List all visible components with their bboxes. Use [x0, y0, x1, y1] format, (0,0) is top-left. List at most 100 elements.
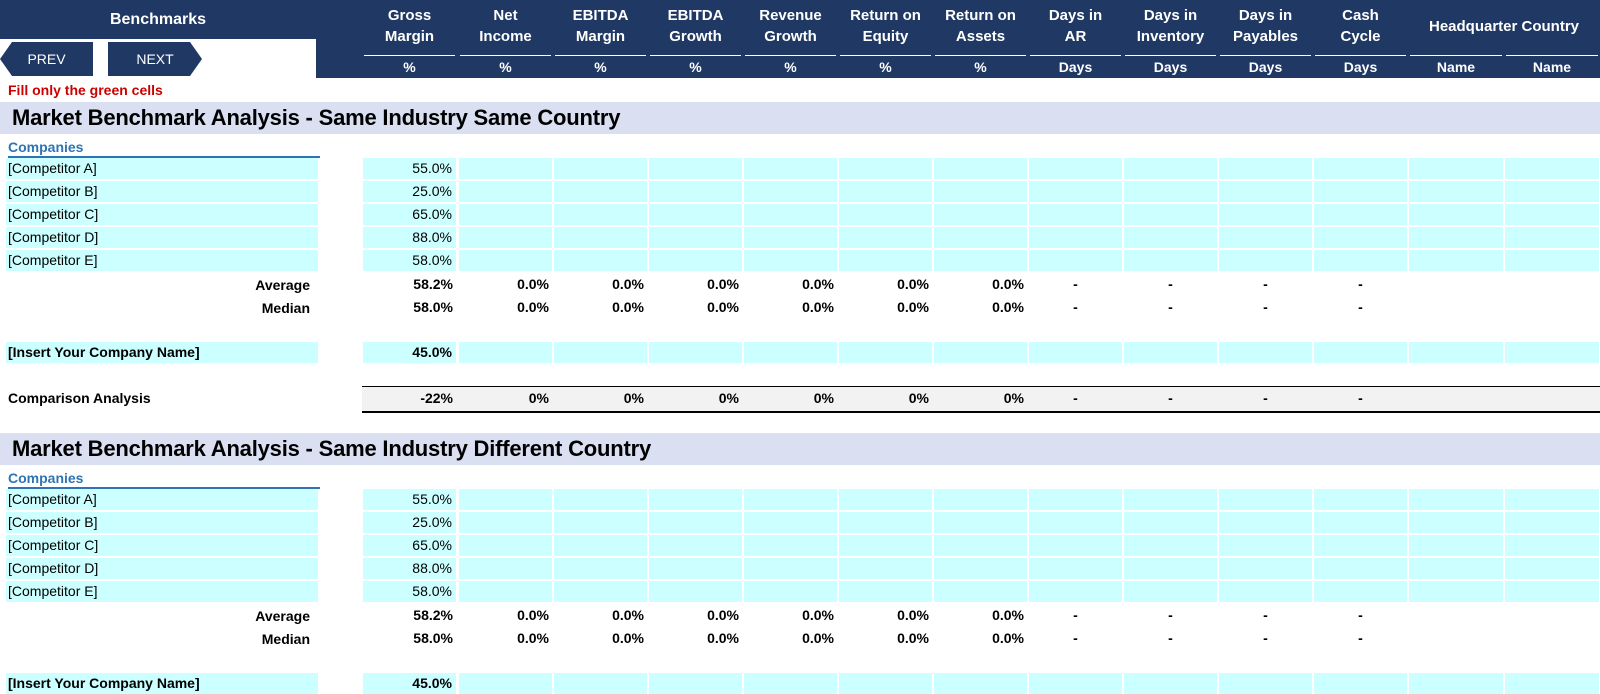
input-cell[interactable]	[1314, 489, 1407, 510]
input-cell[interactable]	[1124, 581, 1217, 602]
input-cell[interactable]	[1219, 227, 1312, 248]
input-cell[interactable]	[459, 250, 552, 271]
input-cell[interactable]	[839, 489, 932, 510]
input-cell[interactable]	[839, 342, 932, 363]
headquarter-name-cell[interactable]	[1409, 250, 1503, 271]
input-cell[interactable]	[459, 512, 552, 533]
gross-margin-cell[interactable]: 58.0%	[363, 250, 456, 271]
input-cell[interactable]	[744, 181, 837, 202]
gross-margin-cell[interactable]: 88.0%	[363, 558, 456, 579]
input-cell[interactable]	[839, 204, 932, 225]
input-cell[interactable]	[839, 181, 932, 202]
input-cell[interactable]	[649, 227, 742, 248]
gross-margin-cell[interactable]: 65.0%	[363, 204, 456, 225]
input-cell[interactable]	[649, 512, 742, 533]
input-cell[interactable]	[1219, 342, 1312, 363]
input-cell[interactable]	[839, 673, 932, 694]
headquarter-name-cell[interactable]	[1505, 535, 1599, 556]
input-cell[interactable]	[1314, 227, 1407, 248]
input-cell[interactable]	[554, 512, 647, 533]
headquarter-name-cell[interactable]	[1505, 512, 1599, 533]
input-cell[interactable]	[1029, 535, 1122, 556]
input-cell[interactable]	[554, 227, 647, 248]
input-cell[interactable]	[934, 158, 1027, 179]
input-cell[interactable]	[554, 181, 647, 202]
input-cell[interactable]	[839, 158, 932, 179]
input-cell[interactable]	[459, 535, 552, 556]
input-cell[interactable]	[1219, 535, 1312, 556]
input-cell[interactable]	[649, 158, 742, 179]
gross-margin-cell[interactable]: 45.0%	[363, 342, 456, 363]
company-name-cell[interactable]: [Competitor C]	[6, 204, 318, 225]
input-cell[interactable]	[1314, 158, 1407, 179]
input-cell[interactable]	[1029, 158, 1122, 179]
input-cell[interactable]	[744, 158, 837, 179]
input-cell[interactable]	[649, 250, 742, 271]
headquarter-name-cell[interactable]	[1409, 489, 1503, 510]
headquarter-name-cell[interactable]	[1409, 158, 1503, 179]
next-button[interactable]: NEXT	[108, 42, 202, 76]
headquarter-name-cell[interactable]	[1505, 227, 1599, 248]
input-cell[interactable]	[744, 342, 837, 363]
input-cell[interactable]	[554, 250, 647, 271]
headquarter-name-cell[interactable]	[1505, 250, 1599, 271]
headquarter-name-cell[interactable]	[1505, 581, 1599, 602]
input-cell[interactable]	[1219, 673, 1312, 694]
input-cell[interactable]	[459, 158, 552, 179]
input-cell[interactable]	[1219, 558, 1312, 579]
input-cell[interactable]	[1314, 250, 1407, 271]
input-cell[interactable]	[1124, 673, 1217, 694]
input-cell[interactable]	[459, 558, 552, 579]
headquarter-name-cell[interactable]	[1409, 581, 1503, 602]
input-cell[interactable]	[649, 181, 742, 202]
input-cell[interactable]	[1124, 250, 1217, 271]
input-cell[interactable]	[649, 489, 742, 510]
input-cell[interactable]	[1219, 489, 1312, 510]
company-name-cell[interactable]: [Competitor D]	[6, 558, 318, 579]
input-cell[interactable]	[554, 535, 647, 556]
input-cell[interactable]	[649, 558, 742, 579]
gross-margin-cell[interactable]: 58.0%	[363, 581, 456, 602]
input-cell[interactable]	[934, 204, 1027, 225]
headquarter-name-cell[interactable]	[1409, 535, 1503, 556]
input-cell[interactable]	[744, 489, 837, 510]
input-cell[interactable]	[1124, 227, 1217, 248]
company-name-cell[interactable]: [Competitor B]	[6, 512, 318, 533]
input-cell[interactable]	[744, 250, 837, 271]
input-cell[interactable]	[1314, 204, 1407, 225]
input-cell[interactable]	[1124, 535, 1217, 556]
input-cell[interactable]	[934, 673, 1027, 694]
headquarter-name-cell[interactable]	[1505, 489, 1599, 510]
input-cell[interactable]	[1124, 204, 1217, 225]
input-cell[interactable]	[1124, 512, 1217, 533]
headquarter-name-cell[interactable]	[1505, 342, 1599, 363]
input-cell[interactable]	[554, 342, 647, 363]
gross-margin-cell[interactable]: 25.0%	[363, 181, 456, 202]
input-cell[interactable]	[1029, 558, 1122, 579]
company-name-cell[interactable]: [Competitor E]	[6, 250, 318, 271]
input-cell[interactable]	[459, 227, 552, 248]
gross-margin-cell[interactable]: 45.0%	[363, 673, 456, 694]
gross-margin-cell[interactable]: 88.0%	[363, 227, 456, 248]
input-cell[interactable]	[1029, 181, 1122, 202]
headquarter-name-cell[interactable]	[1505, 204, 1599, 225]
input-cell[interactable]	[554, 158, 647, 179]
headquarter-name-cell[interactable]	[1505, 158, 1599, 179]
input-cell[interactable]	[744, 512, 837, 533]
input-cell[interactable]	[1314, 512, 1407, 533]
input-cell[interactable]	[649, 581, 742, 602]
input-cell[interactable]	[934, 181, 1027, 202]
input-cell[interactable]	[744, 227, 837, 248]
company-name-cell[interactable]: [Competitor A]	[6, 158, 318, 179]
input-cell[interactable]	[1029, 342, 1122, 363]
input-cell[interactable]	[934, 581, 1027, 602]
input-cell[interactable]	[459, 181, 552, 202]
gross-margin-cell[interactable]: 25.0%	[363, 512, 456, 533]
your-company-name-cell[interactable]: [Insert Your Company Name]	[6, 342, 318, 363]
company-name-cell[interactable]: [Competitor A]	[6, 489, 318, 510]
input-cell[interactable]	[1029, 227, 1122, 248]
input-cell[interactable]	[839, 581, 932, 602]
input-cell[interactable]	[459, 581, 552, 602]
headquarter-name-cell[interactable]	[1409, 512, 1503, 533]
input-cell[interactable]	[934, 227, 1027, 248]
